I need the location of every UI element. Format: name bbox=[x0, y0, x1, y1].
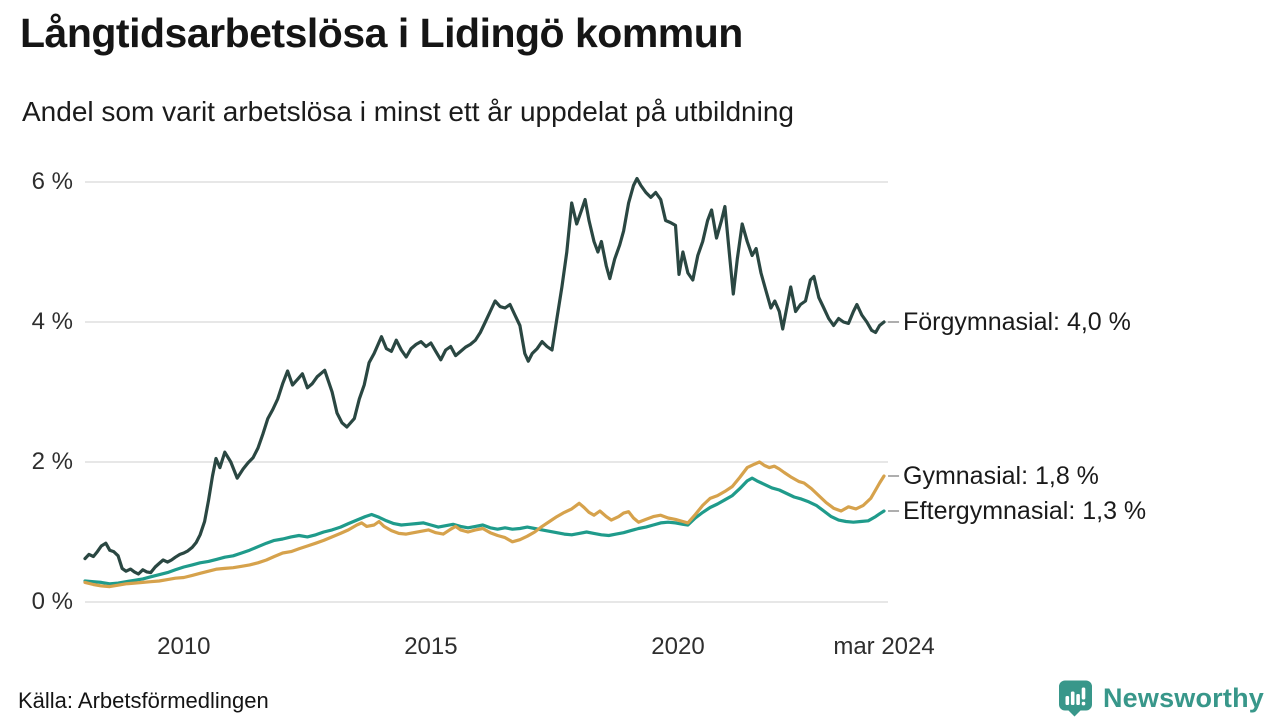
source-note: Källa: Arbetsförmedlingen bbox=[18, 688, 269, 713]
x-axis-tick-label: 2010 bbox=[157, 633, 211, 660]
series-end-label-förgymnasial: Förgymnasial: 4,0 % bbox=[903, 308, 1131, 336]
series-line-förgymnasial bbox=[83, 176, 886, 576]
series-line-gymnasial bbox=[83, 460, 886, 589]
chart-subtitle: Andel som varit arbetslösa i minst ett å… bbox=[22, 96, 794, 127]
newsworthy-brand: Newsworthy bbox=[1057, 679, 1264, 717]
y-axis-tick-label: 6 % bbox=[31, 168, 73, 195]
y-axis-tick-label: 4 % bbox=[31, 308, 73, 335]
series-line-eftergymnasial bbox=[83, 476, 886, 586]
x-axis-tick-label: 2015 bbox=[404, 633, 458, 660]
series-end-label-eftergymnasial: Eftergymnasial: 1,3 % bbox=[903, 497, 1147, 525]
y-axis-tick-label: 2 % bbox=[31, 448, 73, 475]
chart-title: Långtidsarbetslösa i Lidingö kommun bbox=[20, 10, 743, 56]
series-end-label-gymnasial: Gymnasial: 1,8 % bbox=[903, 462, 1099, 490]
x-axis-tick-label: mar 2024 bbox=[833, 633, 935, 660]
y-axis-tick-label: 0 % bbox=[31, 588, 73, 615]
newsworthy-logo-icon bbox=[1057, 679, 1094, 717]
x-axis-tick-label: 2020 bbox=[651, 633, 705, 660]
newsworthy-wordmark: Newsworthy bbox=[1102, 682, 1264, 713]
